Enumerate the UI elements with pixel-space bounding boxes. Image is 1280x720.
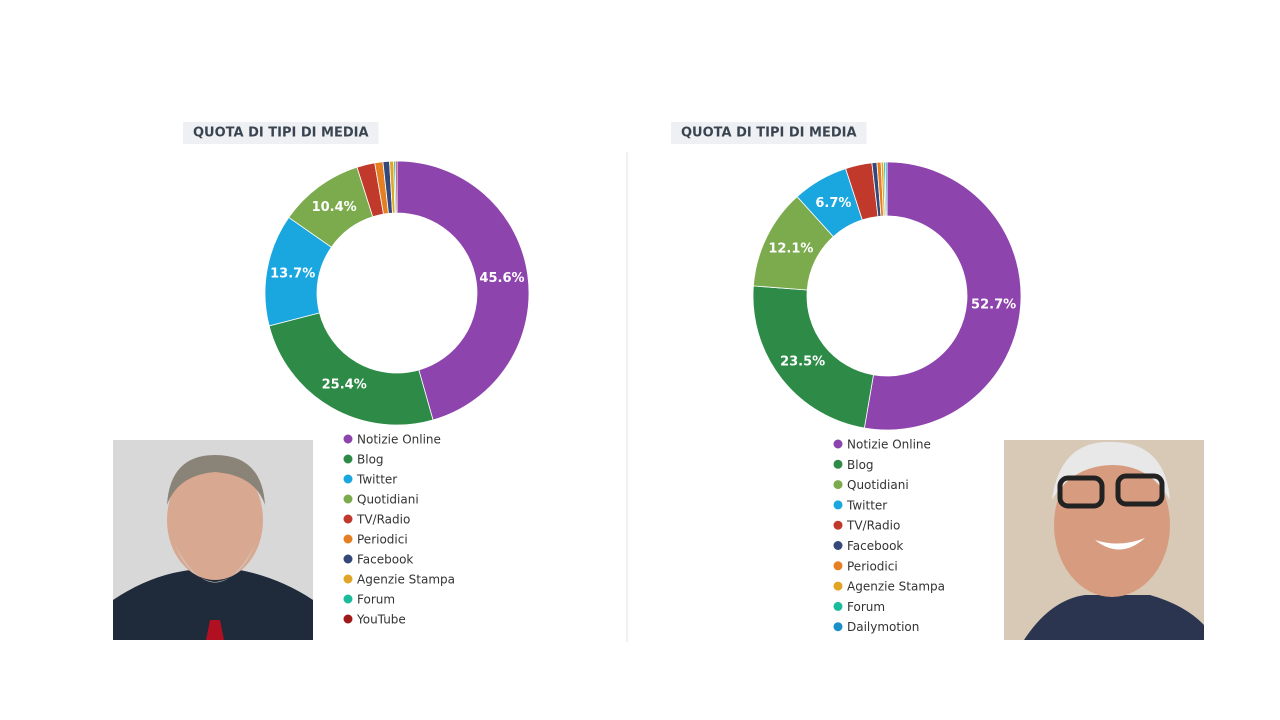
donut-slice bbox=[268, 312, 434, 426]
data-label: 45.6% bbox=[479, 271, 524, 286]
chart: QUOTA DI TIPI DI MEDIA 45.6% 25.4% 13.7% 10.… bbox=[183, 122, 530, 627]
legend-label: Periodici bbox=[357, 533, 408, 547]
legend-marker bbox=[833, 520, 843, 530]
legend-label: Forum bbox=[847, 600, 885, 614]
legend-marker bbox=[343, 434, 353, 444]
legend-label: TV/Radio bbox=[846, 519, 900, 533]
legend-marker bbox=[833, 439, 843, 449]
legend-label: TV/Radio bbox=[356, 513, 410, 527]
legend-marker bbox=[833, 622, 843, 632]
legend-label: Dailymotion bbox=[847, 620, 919, 634]
donut-slice bbox=[863, 161, 1022, 431]
legend-marker bbox=[833, 541, 843, 550]
legend-marker bbox=[343, 514, 353, 524]
legend-marker bbox=[343, 574, 353, 584]
chart: QUOTA DI TIPI DI MEDIA 52.7% 23.5% 12.1% 6.7… bbox=[671, 122, 1022, 634]
chart-title: QUOTA DI TIPI DI MEDIA bbox=[193, 126, 369, 141]
legend-label: Forum bbox=[357, 593, 395, 607]
legend-label: Blog bbox=[847, 458, 874, 472]
data-label: 25.4% bbox=[322, 377, 367, 392]
data-label: 6.7% bbox=[815, 196, 851, 211]
data-label: 13.7% bbox=[270, 267, 315, 282]
legend-marker bbox=[833, 459, 843, 469]
legend-marker bbox=[833, 500, 843, 510]
photo-left bbox=[113, 440, 313, 640]
legend-marker bbox=[343, 494, 353, 504]
legend-label: Facebook bbox=[357, 553, 413, 567]
legend-marker bbox=[343, 534, 353, 544]
data-label: 12.1% bbox=[768, 241, 813, 256]
legend-marker bbox=[343, 554, 353, 564]
chart-title: QUOTA DI TIPI DI MEDIA bbox=[681, 126, 857, 141]
data-label: 23.5% bbox=[780, 354, 825, 369]
legend-label: Notizie Online bbox=[847, 438, 931, 452]
legend-label: Notizie Online bbox=[357, 433, 441, 447]
legend-marker bbox=[343, 614, 353, 624]
legend-label: Blog bbox=[357, 453, 384, 467]
legend-marker bbox=[833, 480, 843, 490]
legend-marker bbox=[343, 594, 353, 604]
donut-slice bbox=[752, 285, 874, 429]
legend-label: Quotidiani bbox=[357, 493, 419, 507]
data-label: 10.4% bbox=[312, 200, 357, 215]
title-background bbox=[183, 122, 379, 144]
legend-marker bbox=[343, 454, 353, 464]
legend-label: Quotidiani bbox=[847, 478, 909, 492]
legend-label: Agenzie Stampa bbox=[357, 573, 455, 587]
legend-marker bbox=[343, 474, 353, 484]
title-background bbox=[671, 122, 867, 144]
photo-right bbox=[1004, 440, 1204, 640]
legend-label: Periodici bbox=[847, 559, 898, 573]
legend-label: Twitter bbox=[356, 473, 397, 487]
legend-marker bbox=[833, 581, 843, 591]
legend-label: Agenzie Stampa bbox=[847, 580, 945, 594]
legend-marker bbox=[833, 601, 843, 611]
donut-slice bbox=[394, 160, 398, 214]
data-label: 52.7% bbox=[971, 298, 1016, 313]
legend-label: Twitter bbox=[846, 498, 887, 512]
legend-label: Facebook bbox=[847, 539, 903, 553]
legend-marker bbox=[833, 561, 843, 571]
legend-label: YouTube bbox=[356, 613, 406, 627]
donut-slice bbox=[884, 161, 888, 217]
donut-slice bbox=[396, 160, 530, 421]
